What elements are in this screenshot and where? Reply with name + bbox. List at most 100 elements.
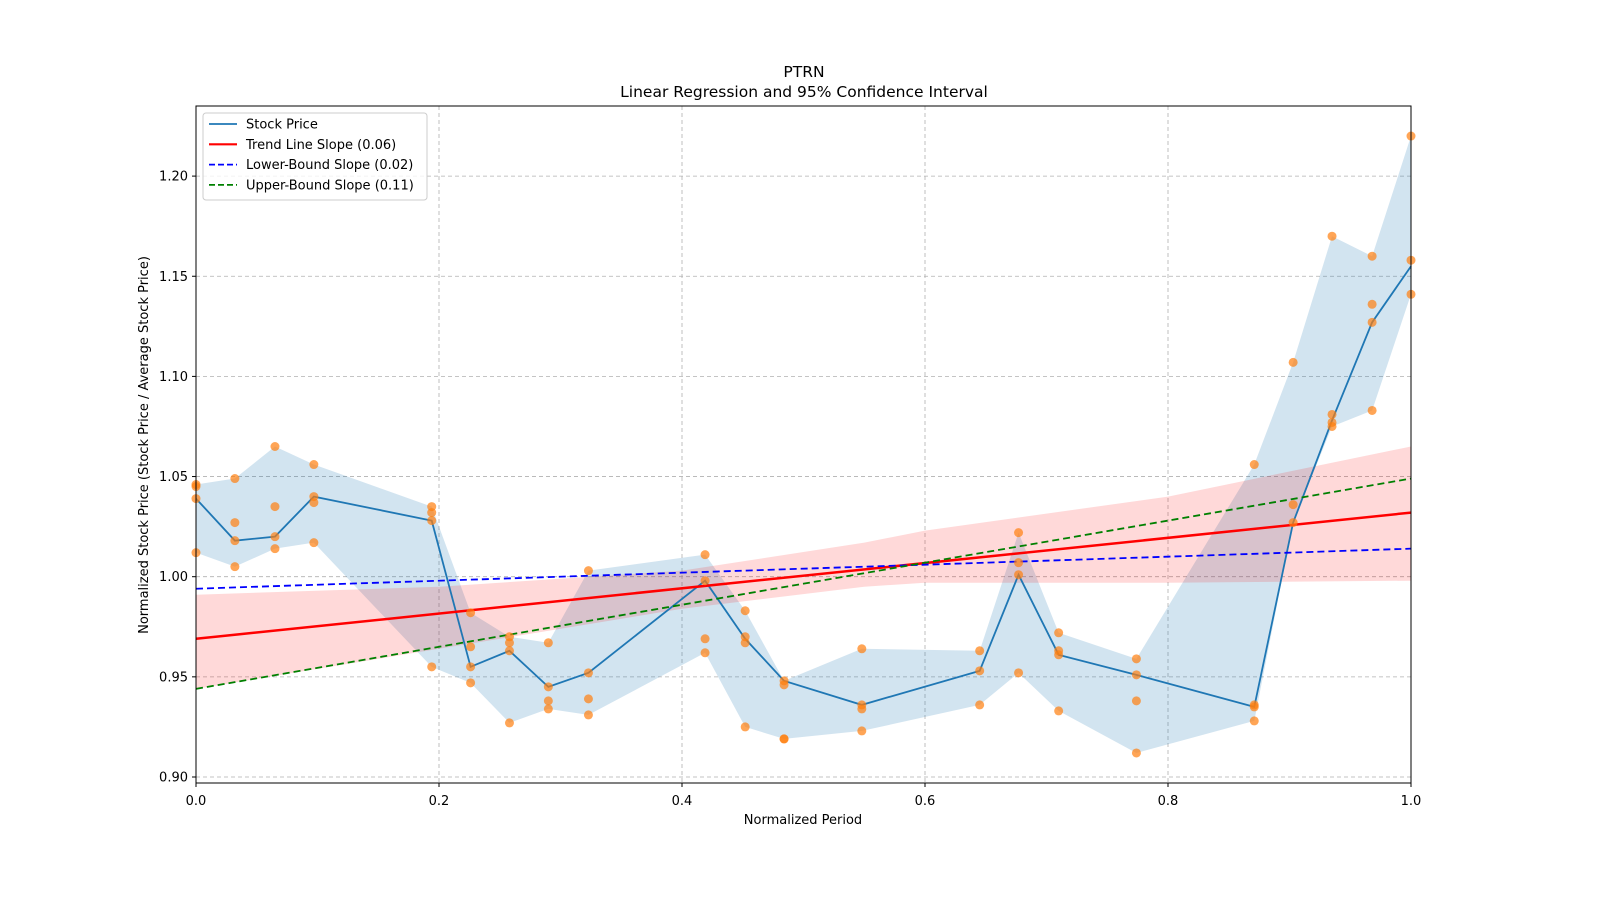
scatter-point	[1249, 460, 1259, 470]
scatter-point	[504, 638, 514, 648]
scatter-point	[466, 678, 476, 688]
scatter-point	[1367, 251, 1377, 261]
scatter-point	[309, 538, 319, 548]
scatter-point	[309, 460, 319, 470]
legend-label-upper: Upper-Bound Slope (0.11)	[246, 178, 414, 193]
scatter-point	[779, 734, 789, 744]
scatter-point	[857, 704, 867, 714]
scatter-point	[1288, 500, 1298, 510]
scatter-point	[230, 518, 240, 528]
scatter-point	[583, 668, 593, 678]
scatter-point	[309, 498, 319, 508]
legend-box	[202, 112, 428, 201]
scatter-point	[740, 606, 750, 616]
scatter-point	[1367, 299, 1377, 309]
scatter-point	[857, 644, 867, 654]
chart-title: PTRN	[783, 63, 824, 81]
legend-label-trend: Trend Line Slope (0.06)	[245, 138, 396, 153]
scatter-point	[504, 646, 514, 656]
x-axis-label: Normalized Period	[744, 813, 862, 828]
y-axis-label: Normalized Stock Price (Stock Price / Av…	[137, 256, 152, 634]
scatter-point	[1054, 706, 1064, 716]
x-tick-label: 0.4	[672, 794, 693, 809]
scatter-point	[1054, 650, 1064, 660]
scatter-point	[1327, 409, 1337, 419]
scatter-point	[700, 648, 710, 658]
x-tick-label: 0.0	[186, 794, 207, 809]
trend-confidence-band	[196, 446, 1411, 689]
scatter-point	[1288, 518, 1298, 528]
x-axis-ticks: 0.0 0.2 0.4 0.6 0.8 1.0	[186, 783, 1422, 809]
scatter-point	[1327, 231, 1337, 241]
scatter-point	[1131, 670, 1141, 680]
scatter-point	[270, 442, 280, 452]
scatter-point	[1249, 702, 1259, 712]
scatter-point	[583, 694, 593, 704]
scatter-point	[583, 566, 593, 576]
lower-bound-line	[195, 547, 1412, 590]
scatter-point	[740, 722, 750, 732]
scatter-point	[230, 536, 240, 546]
scatter-point	[1131, 748, 1141, 758]
scatter-point	[700, 576, 710, 586]
plot-frame	[195, 105, 1412, 784]
y-tick-label: 1.00	[159, 570, 188, 585]
scatter-point	[1367, 405, 1377, 415]
scatter-point	[779, 680, 789, 690]
scatter-point	[543, 704, 553, 714]
trend-line	[195, 511, 1412, 641]
legend-label-lower: Lower-Bound Slope (0.02)	[246, 158, 413, 173]
scatter-point	[504, 718, 514, 728]
scatter-point	[1054, 628, 1064, 638]
stock-price-line	[195, 265, 1412, 709]
scatter-point	[230, 474, 240, 484]
scatter-point	[466, 642, 476, 652]
x-tick-label: 1.0	[1401, 794, 1422, 809]
y-tick-label: 1.05	[159, 470, 188, 485]
y-tick-label: 1.15	[159, 270, 188, 285]
y-tick-label: 0.90	[159, 770, 188, 785]
confidence-bands	[196, 136, 1411, 753]
scatter-point	[975, 666, 985, 676]
scatter-point	[1014, 570, 1024, 580]
scatter-point	[466, 662, 476, 672]
scatter-point	[1288, 357, 1298, 367]
scatter-point	[1014, 558, 1024, 568]
chart-subtitle: Linear Regression and 95% Confidence Int…	[620, 83, 988, 101]
scatter-point	[230, 562, 240, 572]
scatter-point	[270, 532, 280, 542]
scatter-point	[583, 710, 593, 720]
scatter-points	[191, 131, 1416, 758]
upper-bound-line	[195, 477, 1412, 690]
scatter-point	[1131, 696, 1141, 706]
stock-price-band	[196, 136, 1411, 753]
scatter-point	[1249, 716, 1259, 726]
scatter-point	[1014, 528, 1024, 538]
scatter-point	[270, 544, 280, 554]
legend: Stock Price Trend Line Slope (0.06) Lower-…	[202, 112, 428, 201]
scatter-point	[543, 696, 553, 706]
scatter-point	[975, 700, 985, 710]
y-tick-label: 1.20	[159, 170, 188, 185]
scatter-point	[1014, 668, 1024, 678]
x-tick-label: 0.8	[1158, 794, 1179, 809]
scatter-point	[700, 634, 710, 644]
x-tick-label: 0.6	[915, 794, 936, 809]
scatter-point	[1131, 654, 1141, 664]
y-tick-label: 0.95	[159, 670, 188, 685]
scatter-point	[975, 646, 985, 656]
scatter-point	[427, 662, 437, 672]
scatter-point	[700, 550, 710, 560]
scatter-point	[857, 726, 867, 736]
x-tick-label: 0.2	[429, 794, 450, 809]
y-tick-label: 1.10	[159, 370, 188, 385]
scatter-point	[427, 516, 437, 526]
scatter-point	[270, 502, 280, 512]
scatter-point	[1327, 421, 1337, 431]
scatter-point	[466, 608, 476, 618]
scatter-point	[427, 508, 437, 518]
scatter-point	[1367, 317, 1377, 327]
series-lines	[195, 265, 1412, 709]
scatter-point	[543, 682, 553, 692]
